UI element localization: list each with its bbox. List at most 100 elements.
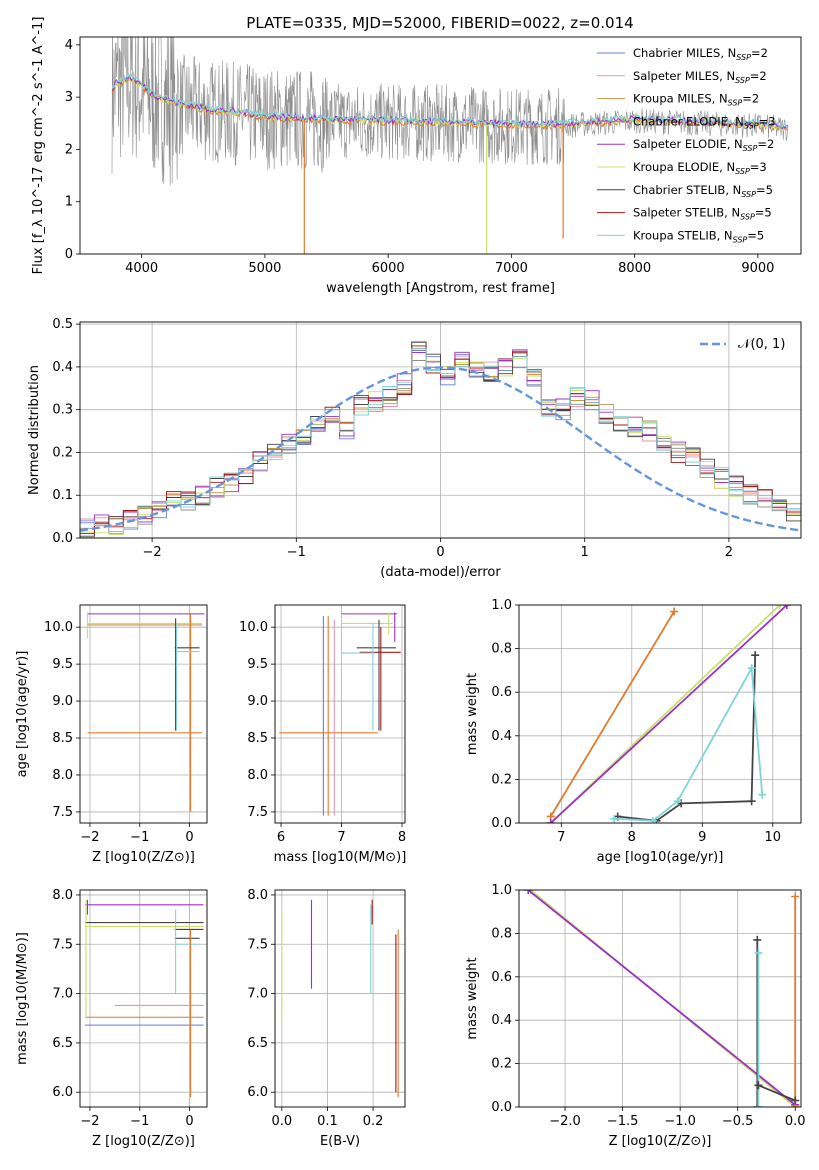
y-tick-label: 8.0	[247, 768, 268, 783]
x-tick-label: 0	[185, 830, 193, 845]
series-line	[549, 611, 675, 817]
data-point	[753, 1103, 762, 1107]
data-point	[754, 1103, 763, 1107]
legend-label: Kroupa MILES, NSSP=2	[633, 92, 759, 108]
y-tick-label: 0.0	[52, 531, 73, 546]
y-tick-label: 0.4	[52, 360, 73, 375]
y-tick-label: 0.0	[491, 816, 512, 831]
y-tick-label: 7.5	[247, 805, 268, 820]
y-tick-label: 1.0	[491, 883, 512, 898]
model-spectrum	[111, 72, 789, 129]
x-tick-label: −2	[80, 830, 99, 845]
y-tick-label: 8.0	[247, 888, 268, 903]
legend-label: Kroupa STELIB, NSSP=5	[633, 228, 764, 244]
x-tick-label: 0.0	[785, 1114, 806, 1129]
y-tick-label: 6.0	[52, 1085, 73, 1100]
legend-label: Chabrier MILES, NSSP=2	[633, 46, 768, 62]
chart-spectrum: 4000 5000 6000 7000 8000 9000 0 1 2 3 4 wavelength …	[31, 17, 802, 296]
legend-label: Chabrier STELIB, NSSP=5	[633, 183, 773, 199]
x-axis-label: Z [log10(Z/Z⊙)]	[92, 1134, 195, 1149]
plot-area	[84, 899, 204, 1098]
chart-mass_weight_vs_Z: −2.0 −1.5 −1.0 −0.5 0.0 0.0 0.2 0.4 0.6 0.8 1.0 Z […	[465, 883, 806, 1149]
chart-mass_vs_Z: −2 −1 0 6.0 6.5 7.0 7.5 8.0 Z [log10(Z/Z⊙)] mass …	[15, 888, 208, 1149]
plot-area	[546, 605, 791, 823]
x-axis-label: Z [log10(Z/Z⊙)]	[92, 850, 195, 865]
legend-label: 𝒩(0, 1)	[738, 337, 785, 352]
x-tick-label: −2	[143, 545, 162, 560]
y-tick-label: 0.0	[491, 1100, 512, 1115]
y-tick-label: 8.5	[247, 731, 268, 746]
x-tick-label: 8000	[618, 261, 651, 276]
x-tick-label: 1	[581, 545, 589, 560]
y-axis-label: mass weight	[465, 957, 480, 1039]
data-point	[782, 605, 791, 609]
y-axis-label: mass [log10(M/M⊙)]	[15, 932, 30, 1065]
y-tick-label: 7.5	[247, 937, 268, 952]
plot-area	[281, 899, 399, 1098]
y-tick-label: 9.0	[247, 694, 268, 709]
legend-label: Chabrier ELODIE, NSSP=3	[633, 114, 775, 130]
plot-area	[80, 340, 801, 538]
x-axis-label: (data-model)/error	[380, 565, 501, 580]
y-tick-label: 0.2	[491, 1057, 512, 1072]
series-line	[550, 605, 788, 823]
y-tick-label: 0.2	[491, 772, 512, 787]
data-point	[791, 892, 800, 901]
x-tick-label: −2.0	[549, 1114, 581, 1129]
data-point	[747, 664, 756, 673]
chart-age_vs_Z: −2 −1 0 7.5 8.0 8.5 9.0 9.5 10.0 Z [log10(Z/Z⊙)] a…	[15, 604, 208, 865]
data-point	[753, 935, 762, 944]
x-tick-label: 0.2	[363, 1114, 384, 1129]
residual-histogram	[80, 340, 801, 533]
y-tick-label: 8.5	[52, 731, 73, 746]
x-tick-label: −2	[80, 1114, 99, 1129]
x-tick-label: −1	[287, 545, 306, 560]
axes-frame	[518, 889, 802, 1108]
plot-area	[279, 612, 401, 816]
y-tick-label: 8.0	[52, 768, 73, 783]
y-axis-label: mass weight	[465, 673, 480, 755]
figure-title: PLATE=0335, MJD=52000, FIBERID=0022, z=0…	[246, 14, 633, 32]
y-tick-label: 6.5	[247, 1036, 268, 1051]
x-tick-label: 9	[698, 830, 706, 845]
x-tick-label: 0.0	[271, 1114, 292, 1129]
y-tick-label: 0.6	[491, 970, 512, 985]
chart-residuals: −2 −1 0 1 2 0.0 0.1 0.2 0.3 0.4 0.5 (data-model)/er…	[27, 317, 802, 580]
data-point	[791, 1096, 800, 1105]
legend-label: Salpeter MILES, NSSP=2	[633, 69, 767, 85]
data-point	[524, 890, 533, 894]
y-tick-label: 6.0	[247, 1085, 268, 1100]
y-tick-label: 1.0	[491, 598, 512, 613]
x-tick-label: 7000	[495, 261, 528, 276]
chart-age_vs_mass: 6 7 8 7.5 8.0 8.5 9.0 9.5 10.0 mass [log10(M/M⊙)]	[239, 604, 407, 865]
x-axis-label: wavelength [Angstrom, rest frame]	[326, 281, 555, 296]
series-line	[527, 890, 796, 1106]
y-tick-label: 0	[65, 247, 73, 262]
normal-curve	[80, 366, 801, 532]
x-tick-label: 7	[557, 830, 565, 845]
data-point	[546, 819, 555, 823]
x-axis-label: mass [log10(M/M⊙)]	[274, 850, 407, 865]
x-tick-label: 2	[725, 545, 733, 560]
x-tick-label: −1	[130, 830, 149, 845]
y-tick-label: 0.3	[52, 403, 73, 418]
x-axis-label: age [log10(age/yr)]	[597, 850, 724, 865]
axes-frame	[518, 604, 802, 824]
y-tick-label: 0.5	[52, 317, 73, 332]
y-tick-label: 6.5	[52, 1036, 73, 1051]
data-point	[610, 814, 619, 823]
data-point	[747, 797, 756, 806]
plot-area	[524, 890, 800, 1107]
x-tick-label: −1.5	[607, 1114, 639, 1129]
x-tick-label: 0	[185, 1114, 193, 1129]
y-tick-label: 0.8	[491, 926, 512, 941]
y-tick-label: 0.1	[52, 488, 73, 503]
data-point	[775, 605, 784, 609]
y-tick-label: 10.0	[239, 620, 268, 635]
x-tick-label: −1.0	[664, 1114, 696, 1129]
y-tick-label: 9.5	[247, 657, 268, 672]
axes-frame	[274, 604, 406, 824]
x-tick-label: 5000	[248, 261, 281, 276]
x-tick-label: −0.5	[722, 1114, 754, 1129]
x-tick-label: 9000	[741, 261, 774, 276]
